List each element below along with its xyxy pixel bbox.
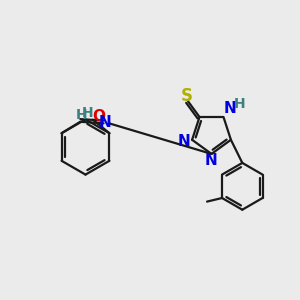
Text: N: N	[205, 153, 218, 168]
Text: O: O	[92, 109, 105, 124]
Text: N: N	[224, 101, 236, 116]
Text: H: H	[76, 108, 87, 122]
Text: N: N	[98, 115, 111, 130]
Text: H: H	[233, 98, 245, 111]
Text: S: S	[181, 87, 193, 105]
Text: N: N	[177, 134, 190, 149]
Text: H: H	[82, 106, 93, 120]
